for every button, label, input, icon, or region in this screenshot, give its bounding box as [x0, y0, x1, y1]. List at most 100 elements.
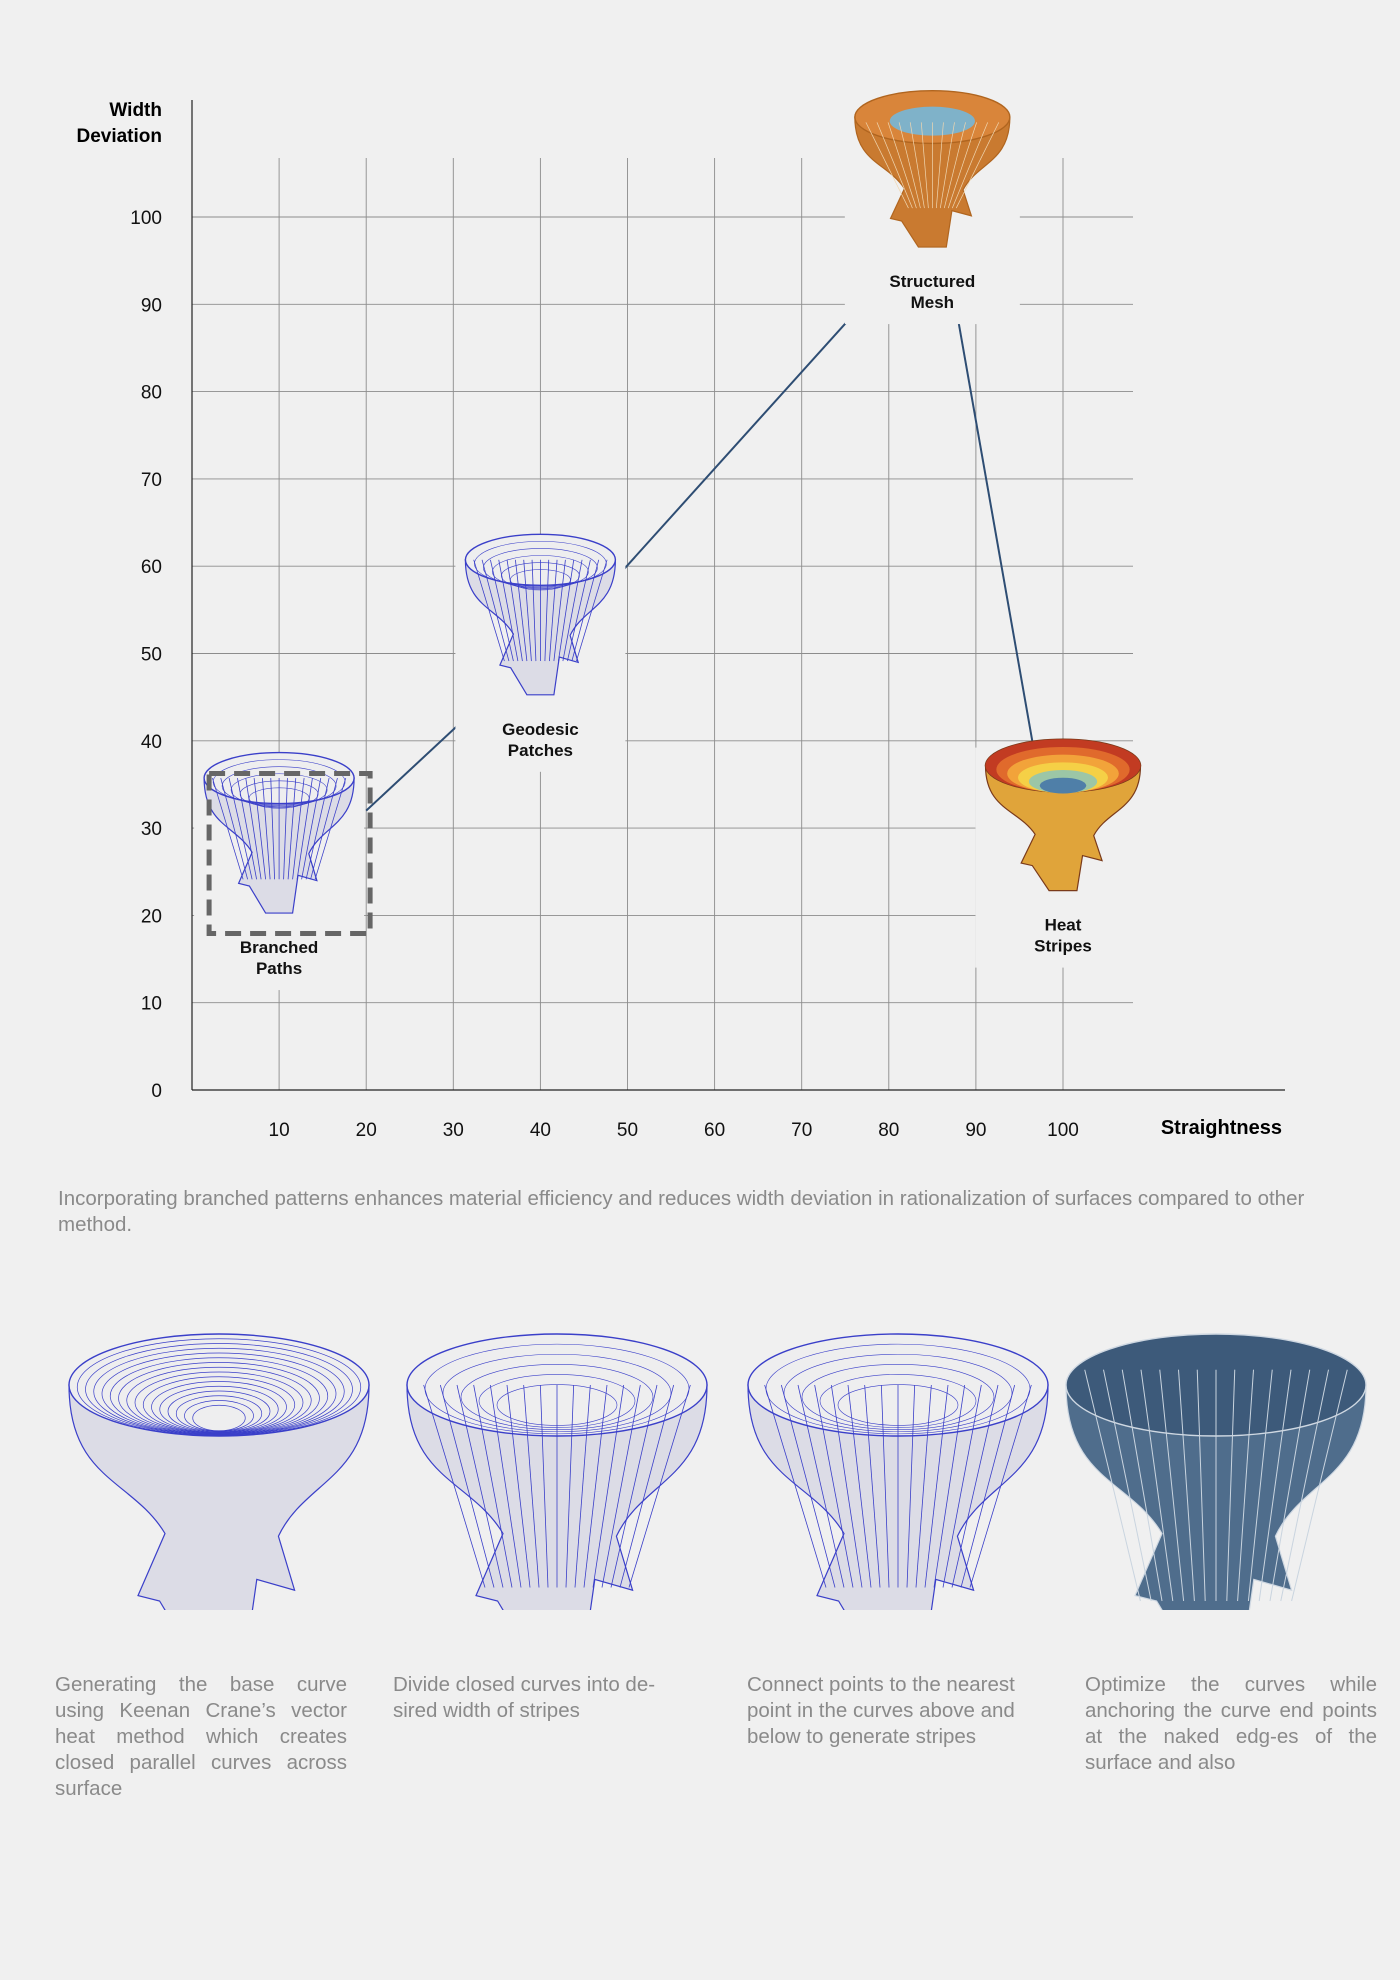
data-point-2-image-line-11 [549, 559, 558, 662]
data-point-1-image-line-4 [237, 777, 257, 880]
data-point-2-image-ring-3 [492, 555, 589, 589]
step-4-vase-stripe-1 [1084, 1369, 1141, 1602]
step-4-description: Optimize the curves while anchoring the … [1085, 1673, 1377, 1774]
data-point-2-label-line2: Patches [508, 741, 573, 760]
data-point-2-image-ring-1 [474, 541, 607, 587]
y-tick-label-80: 80 [141, 383, 162, 404]
step-4-vase-stripe-4 [1140, 1369, 1174, 1602]
step-1-vase-ring-12 [167, 1390, 271, 1433]
step-4-vase-stripe-11 [1247, 1369, 1273, 1602]
x-tick-label-10: 10 [269, 1120, 290, 1141]
data-point-4-image-band-5 [1039, 777, 1087, 794]
y-tick-label-90: 90 [141, 295, 162, 316]
step-4-vase [1065, 1333, 1367, 1656]
data-point-3-image-stripe-13 [955, 122, 1000, 209]
data-point-1-label-line2: Paths [256, 959, 302, 978]
step-3-svg [747, 1333, 1049, 1656]
data-point-1-image-ring-3 [230, 773, 328, 807]
step-2-vase-line-12 [583, 1384, 608, 1588]
x-tick-label-30: 30 [443, 1120, 464, 1141]
step-2-vase-ring-5 [496, 1384, 618, 1426]
data-point-1-highlight-box [206, 771, 373, 937]
figure-caption: Incorporating branched patterns enhances… [58, 1187, 1305, 1236]
step-3-vase-line-14 [942, 1384, 982, 1588]
step-2-vase-ring-4 [478, 1374, 636, 1428]
data-point-4-image-body [984, 765, 1142, 892]
y-tick-label-100: 100 [130, 208, 162, 229]
step-1-description: Generating the base curve using Keenan C… [55, 1673, 347, 1800]
connector-line-3 [957, 321, 1038, 768]
data-point-1: Branched Paths [194, 751, 373, 991]
data-point-1-image-line-5 [245, 778, 262, 880]
y-axis-title: Width Deviation [76, 100, 162, 147]
y-tick-label-20: 20 [141, 906, 162, 927]
data-point-2-image-line-7 [523, 559, 532, 662]
step-3-vase-line-4 [814, 1384, 854, 1588]
step-2-vase-line-17 [628, 1384, 691, 1588]
data-point-1-image-line-11 [287, 778, 297, 880]
data-point-2-image-line-17 [576, 559, 608, 662]
data-point-4: Heat Stripes [975, 738, 1151, 968]
data-point-1-image-line-1 [212, 777, 244, 880]
y-tick-label-50: 50 [141, 645, 162, 666]
data-point-3-image-stripe-1 [865, 122, 909, 209]
step-4-vase-stripe-10 [1237, 1369, 1254, 1602]
step-3-vase-line-10 [906, 1384, 916, 1588]
data-point-4-label-line1: Heat [1045, 916, 1082, 935]
step-3-vase-line-7 [864, 1384, 881, 1588]
data-point-2-image [464, 533, 617, 696]
step-2-vase-line-15 [610, 1384, 658, 1588]
data-point-3-image-stripe-6 [920, 122, 929, 209]
data-point-3: Structured Mesh [844, 90, 1020, 325]
step-3-vase [747, 1333, 1049, 1656]
data-point-2-image-line-8 [531, 559, 537, 662]
step-3-vase-ring-2 [783, 1353, 1013, 1433]
step-2-vase-line-3 [456, 1384, 504, 1588]
step-2-vase-line-4 [473, 1384, 513, 1588]
connector-line-2 [618, 303, 864, 576]
data-point-1-image-line-14 [301, 777, 322, 880]
step-3-vase-line-2 [780, 1384, 836, 1588]
x-tick-label-100: 100 [1047, 1120, 1079, 1141]
data-point-3-image-stripe-2 [876, 122, 913, 209]
x-tick-label-80: 80 [878, 1120, 899, 1141]
data-point-1-image-ring-4 [239, 780, 319, 808]
step-3-vase-line-6 [847, 1384, 872, 1588]
y-tick-label-30: 30 [141, 819, 162, 840]
step-4-svg [1065, 1333, 1367, 1656]
step-1-vase-ring-2 [85, 1343, 353, 1436]
step-1-vase-ring-6 [118, 1362, 320, 1435]
data-point-1-image-line-17 [314, 777, 347, 880]
data-point-3-image [854, 90, 1011, 248]
step-4-vase-stripe-12 [1258, 1369, 1292, 1602]
step-2-vase [406, 1333, 708, 1656]
step-4-image [1052, 1290, 1380, 1656]
step-1-vase-ring-11 [159, 1385, 279, 1433]
data-point-2: Geodesic Patches [455, 533, 626, 772]
x-tick-label-40: 40 [530, 1120, 551, 1141]
data-point-2-label-line1: Geodesic [502, 720, 579, 739]
data-point-3-label-line1: Structured [889, 272, 975, 291]
step-2-description: Divide closed curves into de-sired width… [393, 1673, 656, 1722]
data-point-1-image-ring-5 [248, 787, 310, 809]
step-1-image [55, 1290, 383, 1656]
step-3-vase-line-1 [764, 1384, 827, 1588]
step-4-vase-stripe-5 [1159, 1369, 1185, 1602]
data-point-2-image-line-6 [515, 559, 528, 662]
step-3-vase-line-16 [960, 1384, 1016, 1588]
step-2-vase-ring-3 [460, 1364, 654, 1430]
data-point-1-image-line-6 [253, 778, 266, 880]
step-1-vase [68, 1333, 370, 1656]
data-point-3-image-stripe-4 [898, 122, 921, 209]
step-2-image [393, 1290, 721, 1656]
data-point-3-image-stripe-11 [947, 122, 977, 209]
data-point-2-image-line-5 [506, 559, 523, 662]
y-tick-label-0: 0 [151, 1081, 162, 1102]
step-3-vase-ring-5 [837, 1384, 959, 1426]
step-1-vase-ring-1 [76, 1338, 362, 1436]
x-tick-label-90: 90 [965, 1120, 986, 1141]
data-point-1-label-line1: Branched [240, 938, 318, 957]
step-3-vase-ring-1 [765, 1343, 1031, 1435]
x-tick-label-20: 20 [356, 1120, 377, 1141]
data-point-2-image-line-12 [553, 559, 566, 662]
